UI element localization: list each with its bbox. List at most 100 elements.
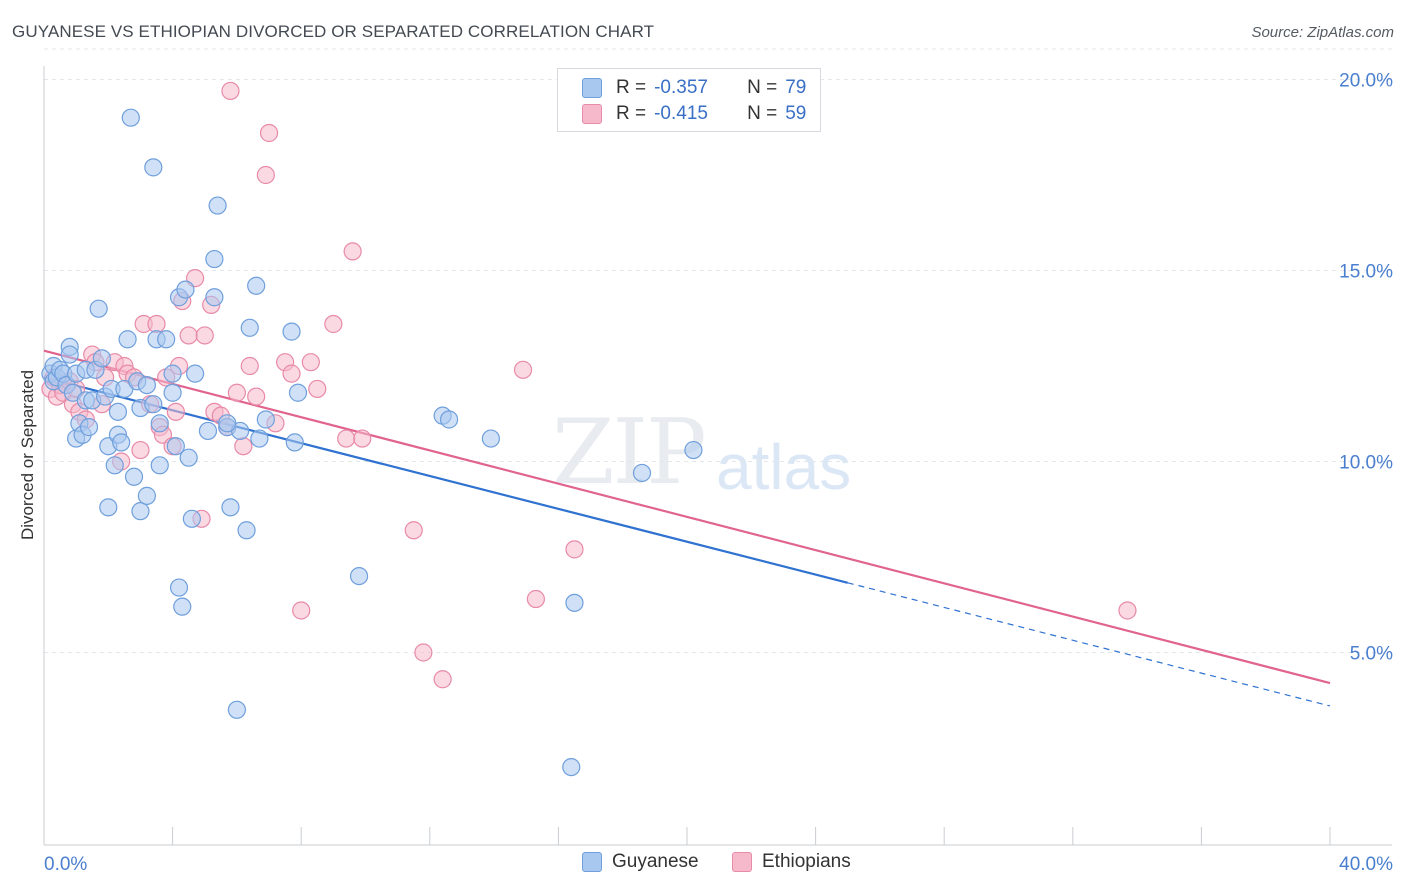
stats-legend: R = -0.357 N = 79 R = -0.415 N = 59 xyxy=(557,68,821,132)
guyanese-point xyxy=(198,421,218,441)
r-label: R = xyxy=(616,77,647,98)
guyanese-point xyxy=(218,414,237,433)
guyanese-point xyxy=(131,502,150,521)
guyanese-point xyxy=(118,330,137,349)
ethiopians-point xyxy=(343,242,362,261)
guyanese-point xyxy=(108,402,128,421)
guyanese-point xyxy=(150,456,169,475)
data-points xyxy=(41,81,1137,777)
ethiopians-point xyxy=(565,540,584,559)
guyanese-point xyxy=(124,467,144,486)
watermark-atlas: atlas xyxy=(716,431,852,503)
guyanese-point xyxy=(173,597,192,616)
ethiopians-point xyxy=(526,589,545,609)
guyanese-point xyxy=(121,108,140,127)
watermark-zip: ZIP xyxy=(552,400,707,505)
guyanese-point xyxy=(166,437,185,456)
ethiopians-point xyxy=(513,360,533,379)
r-value: -0.415 xyxy=(654,103,708,124)
guyanese-point xyxy=(105,456,124,475)
ethiopians-trend-line xyxy=(43,349,1331,685)
guyanese-point xyxy=(221,498,240,517)
guyanese-point xyxy=(163,364,182,383)
guyanese-point xyxy=(288,383,308,402)
ethiopians-point xyxy=(414,643,433,662)
chart-title: GUYANESE VS ETHIOPIAN DIVORCED OR SEPARA… xyxy=(12,22,655,41)
series-name: Ethiopians xyxy=(762,851,851,872)
y-tick-label: 5.0% xyxy=(1350,644,1393,665)
ethiopians-point xyxy=(337,429,356,448)
ethiopians-point xyxy=(292,601,311,620)
ethiopians-point xyxy=(179,326,198,345)
ethiopians-point xyxy=(227,383,246,402)
guyanese-point xyxy=(163,383,182,402)
guyanese-point xyxy=(205,288,224,307)
guyanese-point xyxy=(208,196,227,215)
guyanese-point xyxy=(179,448,198,467)
y-tick-label: 10.0% xyxy=(1339,453,1393,474)
guyanese-point xyxy=(565,593,584,612)
guyanese-point xyxy=(182,509,201,528)
guyanese-point xyxy=(186,364,205,383)
legend-row-guyanese: R = -0.357 N = 79 xyxy=(582,76,806,100)
guyanese-point xyxy=(481,429,500,448)
guyanese-point xyxy=(227,700,246,719)
guyanese-point xyxy=(632,463,652,483)
guyanese-point xyxy=(60,345,79,364)
guyanese-point xyxy=(137,376,156,395)
guyanese-point xyxy=(157,330,176,349)
y-tick-label: 15.0% xyxy=(1339,262,1393,283)
x-tick-label: 0.0% xyxy=(44,854,87,875)
guyanese-point xyxy=(144,158,163,177)
n-value: 59 xyxy=(785,103,807,124)
guyanese-point xyxy=(237,521,256,540)
guyanese-point xyxy=(247,276,266,295)
guyanese-point xyxy=(89,299,108,318)
guyanese-point xyxy=(144,395,163,414)
series-legend-guyanese: Guyanese xyxy=(582,851,699,873)
r-label: R = xyxy=(616,103,647,124)
ethiopians-point xyxy=(1118,601,1137,620)
ethiopians-point xyxy=(256,165,275,185)
guyanese-trend-line-extrapolated xyxy=(847,582,1331,707)
guyanese-point xyxy=(250,429,269,448)
ethiopians-point xyxy=(195,326,214,345)
guyanese-point xyxy=(79,418,99,437)
legend-row-ethiopians: R = -0.415 N = 59 xyxy=(582,102,806,126)
ethiopians-swatch xyxy=(732,852,752,872)
guyanese-point xyxy=(439,410,459,429)
guyanese-point xyxy=(205,249,224,269)
guyanese-point xyxy=(137,486,156,505)
ethiopians-point xyxy=(282,364,301,383)
guyanese-point xyxy=(256,410,275,429)
guyanese-point xyxy=(92,349,111,368)
ethiopians-point xyxy=(131,440,150,460)
ethiopians-point xyxy=(247,387,266,406)
x-tick-label: 40.0% xyxy=(1339,854,1393,875)
guyanese-point xyxy=(282,322,301,341)
ethiopians-swatch xyxy=(582,104,602,124)
tick-labels: 5.0% 10.0% 15.0% 20.0% 0.0% 40.0% xyxy=(44,71,1393,876)
guyanese-point xyxy=(562,757,581,777)
source-credit: Source: ZipAtlas.com xyxy=(1251,24,1394,41)
r-value: -0.357 xyxy=(654,77,708,98)
ethiopians-point xyxy=(324,314,343,334)
guyanese-swatch xyxy=(582,852,602,872)
guyanese-point xyxy=(349,566,369,586)
ethiopians-point xyxy=(234,437,253,456)
y-axis-label: Divorced or Separated xyxy=(18,370,37,540)
ethiopians-point xyxy=(259,123,279,143)
ethiopians-point xyxy=(353,429,372,448)
axes xyxy=(43,66,1392,846)
guyanese-point xyxy=(684,440,703,460)
y-tick-label: 20.0% xyxy=(1339,71,1393,92)
ethiopians-point xyxy=(308,379,327,399)
guyanese-point xyxy=(112,433,131,452)
guyanese-point xyxy=(169,578,189,597)
guyanese-point xyxy=(150,414,169,433)
series-legend-ethiopians: Ethiopians xyxy=(732,851,851,873)
ethiopians-point xyxy=(221,81,240,101)
ethiopians-point xyxy=(166,402,185,421)
guyanese-swatch xyxy=(582,78,602,98)
